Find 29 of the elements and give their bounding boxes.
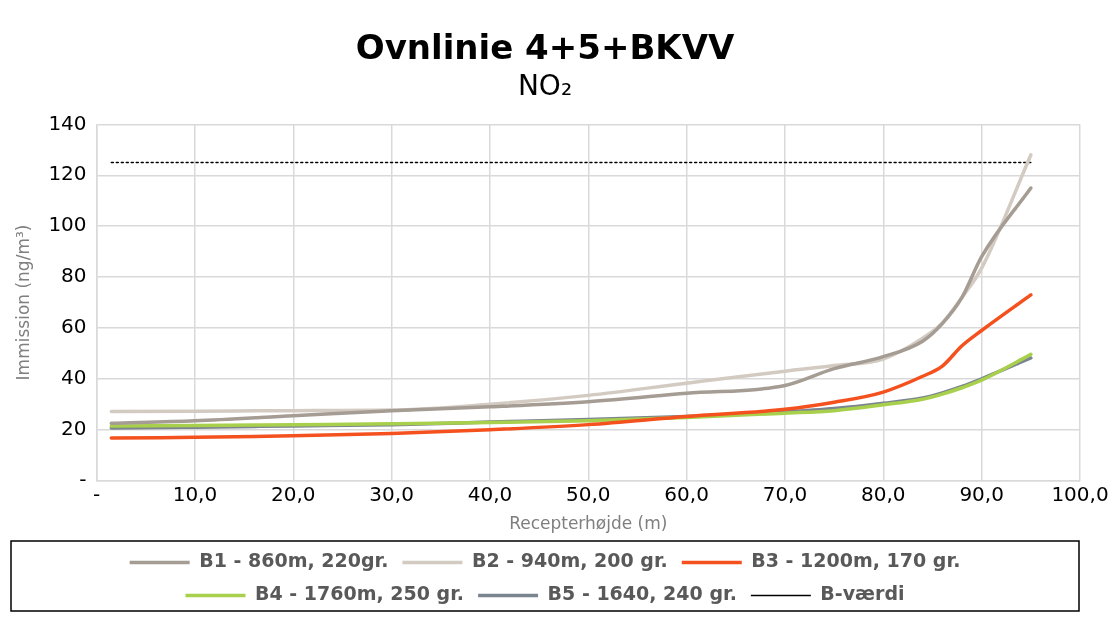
legend-label: B1 - 860m, 220gr. [199, 549, 389, 572]
chart-subtitle: NO₂ [517, 68, 573, 102]
x-tick-label: 40,0 [467, 481, 513, 506]
y-tick-label: 120 [48, 161, 87, 186]
legend-label: B5 - 1640, 240 gr. [547, 582, 737, 605]
x-tick-label: 80,0 [861, 481, 906, 506]
y-axis-title: Immission (ng/m³) [12, 224, 33, 381]
line-series [109, 293, 1033, 440]
line-series [109, 186, 1033, 426]
x-tick-label: 20,0 [270, 481, 316, 506]
y-tick-label: 60 [61, 314, 87, 339]
legend-label: B-værdi [820, 582, 905, 605]
x-axis-title: Recepterhøjde (m) [509, 513, 668, 534]
x-tick-label: 10,0 [172, 481, 218, 506]
y-tick-label: 140 [48, 110, 87, 135]
y-tick-label: 100 [48, 212, 87, 237]
x-tick-label: 60,0 [664, 481, 709, 506]
y-tick-label: 80 [61, 263, 87, 288]
y-tick-label: 20 [61, 415, 87, 440]
legend-label: B4 - 1760m, 250 gr. [254, 582, 465, 605]
x-tick-label: 50,0 [566, 481, 611, 506]
x-tick-label: 70,0 [762, 481, 808, 506]
x-tick-label: 100,0 [1051, 481, 1109, 506]
chart-title: Ovnlinie 4+5+BKVV [355, 27, 735, 68]
legend-label: B2 - 940m, 200 gr. [471, 549, 668, 572]
y-tick-label: 40 [61, 365, 87, 390]
x-tick-label: 30,0 [369, 481, 414, 506]
legend-label: B3 - 1200m, 170 gr. [751, 549, 961, 572]
x-tick-label: 90,0 [959, 481, 1004, 506]
